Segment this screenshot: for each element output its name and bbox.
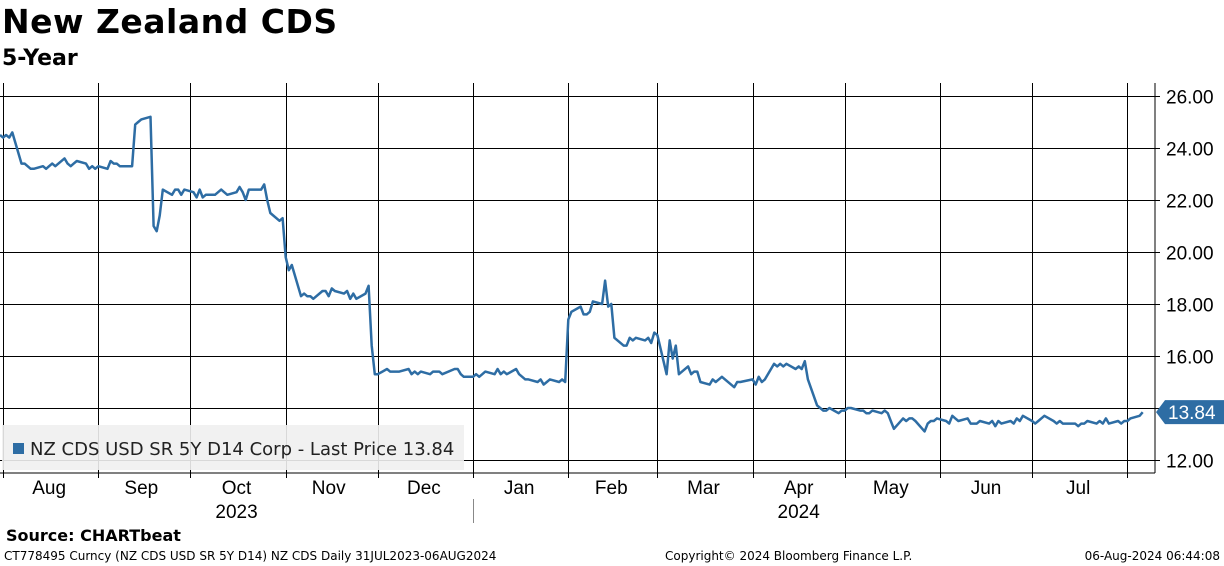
chart-subtitle: 5-Year <box>2 46 78 71</box>
x-tick-label: Sep <box>124 478 158 499</box>
x-tick-label: Apr <box>784 478 814 499</box>
x-year-label: 2024 <box>778 502 821 523</box>
x-tick-label: Aug <box>32 478 66 499</box>
legend-swatch <box>13 443 24 454</box>
x-tick-label: Jul <box>1066 478 1090 499</box>
legend-label: NZ CDS USD SR 5Y D14 Corp - Last Price 1… <box>30 439 454 460</box>
ticker-info: CT778495 Curncy (NZ CDS USD SR 5Y D14) N… <box>4 549 497 563</box>
last-price-tag <box>1156 400 1224 425</box>
x-tick-label: Dec <box>407 478 441 499</box>
line-chart: 12.00 16.00 18.00 20.00 22.00 24.00 26.00 Aug Se… <box>0 83 1224 523</box>
y-tick-label: 12.00 <box>1166 452 1214 473</box>
legend: NZ CDS USD SR 5Y D14 Corp - Last Price 1… <box>2 425 464 470</box>
x-tick-label: Jan <box>504 478 535 499</box>
y-tick-label: 22.00 <box>1166 192 1214 213</box>
x-tick-label: Oct <box>222 478 252 499</box>
y-tick-label: 16.00 <box>1166 348 1214 369</box>
x-tick-label: Nov <box>312 478 346 499</box>
y-tick-label: 26.00 <box>1166 88 1214 109</box>
copyright: Copyright© 2024 Bloomberg Finance L.P. <box>665 549 913 563</box>
x-tick-label: May <box>873 478 909 499</box>
x-tick-label: Jun <box>971 478 1002 499</box>
legend-box <box>2 425 464 470</box>
last-price-label: 13.84 <box>1168 403 1216 424</box>
series-layer <box>0 115 1144 433</box>
chart-title: New Zealand CDS <box>2 2 338 41</box>
y-tick-label: 18.00 <box>1166 296 1214 317</box>
x-year-label: 2023 <box>215 502 257 523</box>
x-tick-label: Mar <box>687 478 720 499</box>
grid-layer <box>0 83 1155 473</box>
y-tick-label: 24.00 <box>1166 140 1214 161</box>
y-tick-label: 20.00 <box>1166 244 1214 265</box>
source-note: Source: CHARTbeat <box>6 526 181 545</box>
axis-layer <box>0 83 1160 523</box>
label-layer: 12.00 16.00 18.00 20.00 22.00 24.00 26.00 Aug Se… <box>32 88 1224 523</box>
x-tick-label: Feb <box>595 478 628 499</box>
timestamp: 06-Aug-2024 06:44:08 <box>1084 549 1220 563</box>
series-line <box>0 115 1144 433</box>
